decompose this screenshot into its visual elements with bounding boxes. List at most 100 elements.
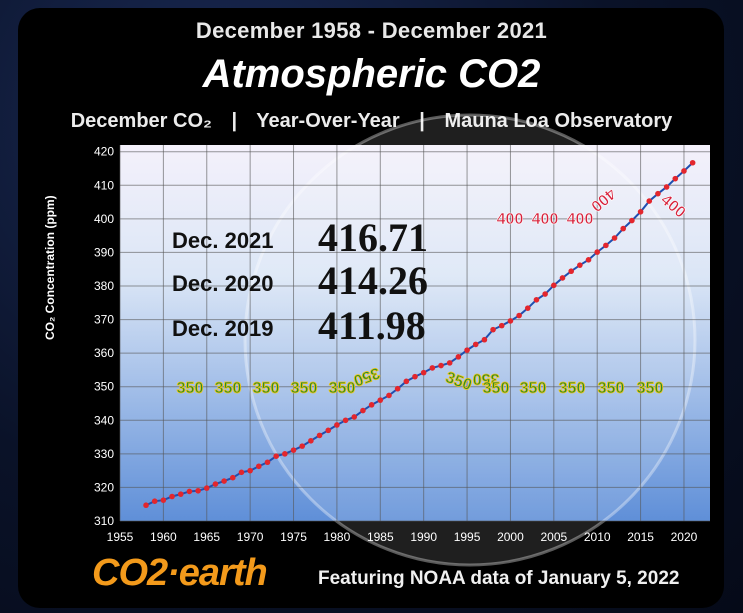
- data-point: [438, 362, 444, 369]
- data-point: [472, 341, 479, 348]
- data-point: [446, 360, 453, 366]
- data-point: [533, 296, 540, 303]
- data-point: [585, 257, 592, 263]
- series-line: [145, 162, 694, 507]
- y-tick-label: 370: [94, 313, 114, 327]
- data-point: [672, 175, 679, 182]
- data-point: [212, 481, 219, 487]
- data-point: [429, 365, 436, 371]
- data-point: [498, 322, 505, 329]
- milestone-label-350: 350: [483, 380, 510, 397]
- data-point: [316, 432, 323, 439]
- data-point: [195, 487, 201, 494]
- data-point: [646, 198, 653, 204]
- x-tick-label: 2010: [584, 530, 611, 544]
- x-tick-label: 2015: [627, 530, 654, 544]
- data-point: [594, 249, 601, 255]
- data-point: [143, 502, 149, 509]
- data-point: [524, 305, 531, 311]
- data-point: [603, 242, 609, 249]
- y-tick-label: 310: [94, 514, 114, 528]
- subtitle-yoy: Year-Over-Year: [256, 110, 400, 132]
- reading-value: 416.71: [318, 215, 428, 260]
- reading-2021: Dec. 2021 416.71: [172, 215, 428, 260]
- data-point: [325, 427, 332, 434]
- data-point: [186, 488, 193, 495]
- milestone-label-350: 350: [253, 380, 280, 397]
- date-range: December 1958 - December 2021: [195, 18, 548, 43]
- x-tick-label: 1955: [107, 530, 134, 544]
- data-point: [273, 453, 279, 460]
- data-point: [360, 407, 366, 414]
- data-point: [377, 397, 384, 403]
- subtitle-separator: |: [231, 110, 238, 132]
- data-point: [403, 378, 410, 385]
- chart-title: Atmospheric CO2: [202, 52, 541, 96]
- milestone-label-350: 350: [598, 380, 625, 397]
- y-tick-label: 350: [94, 380, 114, 394]
- data-point: [559, 275, 566, 281]
- data-point: [282, 451, 288, 457]
- data-point: [611, 235, 618, 241]
- x-tick-label: 2005: [540, 530, 567, 544]
- subtitle-observatory: Mauna Loa Observatory: [444, 110, 673, 132]
- subtitle-separator: |: [419, 110, 425, 132]
- y-tick-label: 380: [94, 279, 114, 293]
- milestone-label-400: 400: [567, 211, 594, 228]
- data-point: [229, 474, 236, 481]
- x-tick-label: 1970: [237, 530, 264, 544]
- data-point: [177, 491, 184, 497]
- x-tick-label: 1965: [193, 530, 220, 544]
- x-tick-label: 2000: [497, 530, 524, 544]
- reading-label: Dec. 2019: [172, 316, 274, 341]
- milestone-label-350: 350: [291, 380, 318, 397]
- x-tick-label: 2020: [671, 530, 698, 544]
- data-point: [663, 184, 670, 190]
- data-point: [516, 312, 522, 319]
- data-point: [420, 369, 427, 376]
- reading-2020: Dec. 2020 414.26: [172, 258, 428, 303]
- data-point: [169, 493, 175, 500]
- data-point: [412, 373, 418, 380]
- plot-background: [120, 145, 710, 521]
- data-point: [490, 326, 496, 333]
- globe-decoration: [243, 113, 697, 567]
- reading-label: Dec. 2021: [172, 228, 274, 253]
- x-tick-label: 1995: [454, 530, 481, 544]
- data-point: [386, 392, 392, 399]
- data-point: [160, 497, 167, 503]
- co2-earth-logo: CO2·earth: [92, 552, 268, 594]
- milestone-label-350: 350: [177, 380, 204, 397]
- milestone-label-350: 350: [473, 370, 500, 387]
- x-tick-label: 1960: [150, 530, 177, 544]
- data-point: [655, 190, 661, 197]
- data-point: [290, 447, 297, 453]
- data-point: [507, 318, 514, 324]
- y-axis-label: CO₂ Concentration (ppm): [43, 195, 57, 340]
- footer-credit: Featuring NOAA data of January 5, 2022: [318, 568, 680, 589]
- data-point: [620, 225, 627, 232]
- y-tick-label: 340: [94, 413, 114, 427]
- data-point: [299, 443, 306, 449]
- x-tick-label: 1975: [280, 530, 307, 544]
- data-point: [637, 209, 644, 215]
- reading-label: Dec. 2020: [172, 271, 274, 296]
- x-tick-label: 1980: [324, 530, 351, 544]
- milestone-label-350: 350: [637, 380, 664, 397]
- data-point: [464, 347, 470, 353]
- data-point: [342, 417, 349, 424]
- data-point: [455, 354, 462, 360]
- data-point: [221, 478, 227, 484]
- data-point: [351, 414, 358, 420]
- data-point: [481, 336, 488, 343]
- milestone-label-400: 400: [532, 211, 559, 228]
- reading-value: 414.26: [318, 258, 428, 303]
- data-point: [151, 498, 158, 504]
- y-tick-label: 330: [94, 447, 114, 461]
- data-point: [247, 467, 253, 474]
- subtitle-december: December CO₂: [70, 110, 212, 132]
- data-point: [368, 402, 375, 408]
- reading-2019: Dec. 2019 411.98: [172, 303, 426, 348]
- data-point: [264, 459, 271, 466]
